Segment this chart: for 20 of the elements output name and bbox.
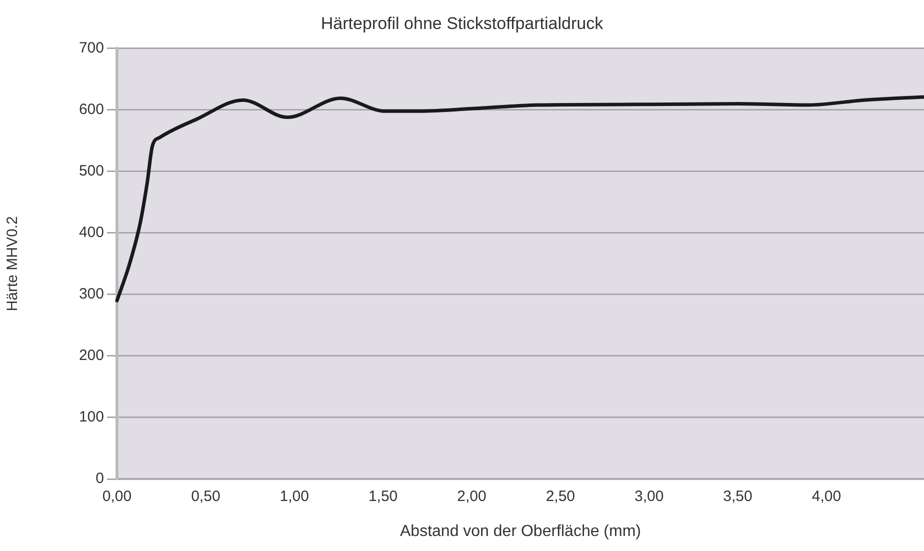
x-tick-label: 4,00 [812, 488, 842, 506]
x-tick-label: 1,50 [368, 488, 398, 506]
x-tick-label: 1,00 [280, 488, 309, 506]
chart-title: Härteprofil ohne Stickstoffpartialdruck [320, 14, 604, 33]
y-tick-label: 0 [96, 470, 104, 488]
x-tick-label: 2,50 [546, 488, 576, 506]
x-tick-label: 0,50 [191, 488, 220, 506]
y-tick-label: 400 [78, 224, 104, 242]
y-tick-label: 100 [78, 408, 104, 426]
x-tick-label: 3,00 [634, 488, 664, 506]
x-tick-label: 3,50 [723, 488, 752, 506]
y-tick-label: 300 [78, 286, 104, 303]
x-tick-label: 2,00 [457, 488, 486, 506]
x-axis-title: Abstand von der Oberfläche (mm) [400, 522, 641, 540]
x-tick-label: 0,00 [102, 488, 132, 506]
y-tick-label: 600 [78, 101, 104, 118]
y-tick-label: 200 [78, 347, 104, 364]
y-axis-title: Härte MHV0.2 [4, 216, 22, 312]
y-tick-label: 500 [78, 162, 104, 180]
y-tick-label: 700 [78, 40, 104, 57]
